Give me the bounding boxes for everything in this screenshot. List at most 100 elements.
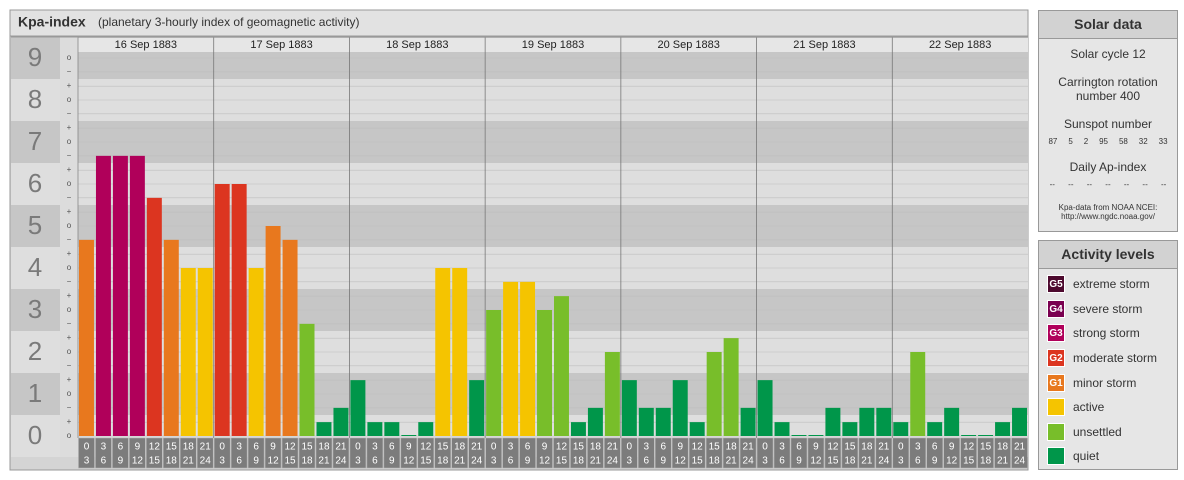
time-cell (230, 437, 248, 469)
time-cell (383, 437, 401, 469)
time-cell (824, 437, 842, 469)
level-item: G2 moderate storm (1039, 346, 1177, 371)
time-label: 12 (539, 456, 551, 467)
time-label: 12 (675, 456, 687, 467)
minor-tick-label: − (67, 151, 72, 160)
time-label: 6 (660, 442, 666, 453)
time-cell (841, 437, 859, 469)
sunspot-title: Sunspot number (1063, 117, 1153, 131)
time-label: 9 (932, 456, 938, 467)
time-cell (213, 437, 231, 469)
minor-tick-label: o (67, 263, 72, 272)
bar (910, 352, 926, 436)
time-label: 9 (525, 456, 531, 467)
time-label: 24 (878, 456, 890, 467)
time-cell (604, 437, 621, 469)
ap-value: -- (1123, 180, 1130, 189)
bar (587, 407, 603, 436)
chart: Kpa-index (planetary 3-hourly index of g… (9, 9, 1029, 471)
time-label: 12 (268, 456, 280, 467)
time-label: 21 (471, 442, 483, 453)
time-cell (129, 437, 146, 469)
time-label: 21 (743, 442, 755, 453)
bar (146, 197, 162, 436)
minor-tick-label: − (67, 193, 72, 202)
bar (927, 422, 943, 436)
ap-value: -- (1142, 180, 1148, 189)
time-cell (790, 437, 808, 469)
bar (808, 435, 824, 436)
level-name: unsettled (1073, 424, 1122, 439)
bar (740, 407, 756, 436)
time-cell (960, 437, 977, 469)
time-label: 9 (253, 456, 259, 467)
bar (1012, 407, 1027, 436)
bar (129, 155, 145, 437)
ap-value: -- (1105, 180, 1111, 189)
time-label: 24 (607, 456, 619, 467)
bar (961, 435, 977, 436)
minor-tick-label: − (67, 67, 72, 76)
y-tick-label: 4 (28, 252, 42, 282)
time-label: 18 (709, 456, 721, 467)
time-label: 3 (355, 456, 361, 467)
bar (469, 380, 485, 436)
level-name: active (1073, 400, 1105, 415)
time-label: 3 (236, 442, 242, 453)
sunspot-value: 58 (1118, 137, 1128, 146)
time-label: 18 (166, 456, 178, 467)
time-label: 12 (284, 442, 296, 453)
time-label: 0 (898, 442, 904, 453)
bar (486, 310, 502, 436)
bar (452, 268, 468, 436)
time-cell (315, 437, 333, 469)
time-cell (485, 437, 502, 469)
time-label: 0 (355, 442, 361, 453)
bar (638, 407, 654, 436)
time-cell (943, 437, 960, 469)
minor-tick-label: − (67, 319, 72, 328)
time-cell (536, 437, 553, 469)
time-label: 12 (827, 442, 839, 453)
subtick-column (60, 37, 78, 457)
time-label: 6 (236, 456, 242, 467)
bar (672, 380, 688, 436)
time-label: 21 (1014, 442, 1026, 453)
bar (944, 407, 960, 436)
time-label: 3 (491, 456, 497, 467)
time-label: 9 (677, 442, 683, 453)
bar (350, 380, 366, 436)
y-tick-label: 8 (28, 84, 42, 114)
level-name: strong storm (1073, 326, 1140, 341)
time-label: 18 (590, 442, 602, 453)
bar (401, 435, 417, 436)
bar (774, 422, 790, 436)
title-bar (9, 9, 1029, 37)
time-label: 15 (692, 456, 704, 467)
time-label: 6 (644, 456, 650, 467)
time-label: 3 (762, 456, 768, 467)
bar (299, 323, 315, 436)
time-cell (654, 437, 672, 469)
time-cell (570, 437, 587, 469)
time-label: 9 (949, 442, 955, 453)
ap-title: Daily Ap-index (1069, 160, 1147, 174)
time-label: 9 (813, 442, 819, 453)
time-cell (196, 437, 214, 469)
time-label: 18 (844, 456, 856, 467)
time-label: 21 (861, 456, 873, 467)
minor-tick-label: o (67, 137, 72, 146)
minor-tick-label: o (67, 431, 72, 440)
source: Kpa-data from NOAA NCEI: (1058, 203, 1158, 212)
time-label: 9 (135, 442, 141, 453)
sunspot-value: 87 (1048, 137, 1058, 146)
time-label: 9 (542, 442, 548, 453)
level-badge: G4 (1047, 299, 1065, 318)
bar (706, 352, 722, 436)
minor-tick-label: o (67, 95, 72, 104)
time-label: 3 (779, 442, 785, 453)
bar (621, 380, 637, 436)
time-label: 15 (149, 456, 161, 467)
ap-value: -- (1049, 180, 1055, 189)
time-label: 21 (997, 456, 1009, 467)
